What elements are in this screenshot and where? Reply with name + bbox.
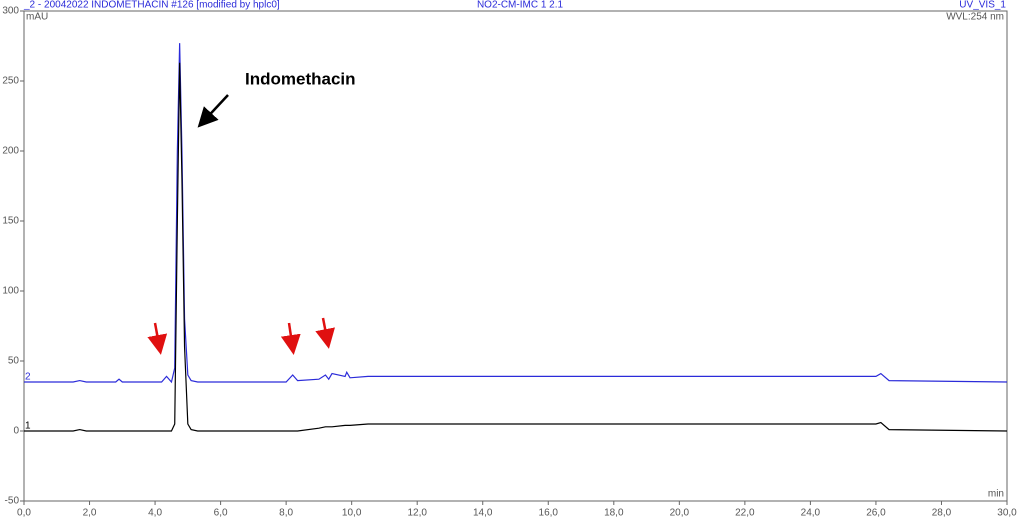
arrow (280, 322, 301, 355)
x-tick-label: 24,0 (801, 508, 821, 519)
trace (24, 43, 1008, 384)
y-tick-label: 50 (8, 356, 20, 367)
y-tick-label: 250 (2, 76, 19, 87)
x-tick-label: 0,0 (17, 508, 31, 519)
x-tick-label: 20,0 (670, 508, 690, 519)
wavelength: WVL:254 nm (946, 12, 1004, 23)
x-tick-label: 28,0 (932, 508, 952, 519)
x-tick-label: 12,0 (407, 508, 427, 519)
x-tick-label: 14,0 (473, 508, 493, 519)
y-tick-label: 0 (13, 426, 19, 437)
y-tick-label: 300 (2, 6, 19, 17)
x-tick-label: 8,0 (279, 508, 293, 519)
y-tick-label: 100 (2, 286, 19, 297)
channel: UV_VIS_1 (959, 0, 1006, 11)
x-tick-label: 30,0 (997, 508, 1017, 519)
x-tick-label: 22,0 (735, 508, 755, 519)
x-tick-label: 18,0 (604, 508, 624, 519)
y-tick-label: 150 (2, 216, 19, 227)
arrow (197, 94, 229, 128)
annotation: Indomethacin (245, 69, 356, 88)
x-axis-label: min (988, 489, 1004, 500)
x-tick-label: 16,0 (539, 508, 559, 519)
y-axis-label: mAU (26, 12, 48, 23)
plot-frame (23, 10, 1008, 502)
x-tick-label: 2,0 (83, 508, 97, 519)
x-tick-label: 10,0 (342, 508, 362, 519)
chart-subtitle: NO2-CM-IMC 1 2.1 (477, 0, 564, 11)
trace-label: 1 (25, 421, 31, 432)
arrow (315, 317, 335, 349)
y-tick-label: 200 (2, 146, 19, 157)
trace-label: 2 (25, 372, 31, 383)
x-tick-label: 4,0 (148, 508, 162, 519)
chart-title: _2 - 20042022 INDOMETHACIN #126 [modifie… (23, 0, 280, 11)
x-tick-label: 6,0 (214, 508, 228, 519)
arrow (147, 322, 168, 355)
y-tick-label: -50 (5, 496, 20, 507)
x-tick-label: 26,0 (866, 508, 886, 519)
trace (24, 62, 1008, 432)
